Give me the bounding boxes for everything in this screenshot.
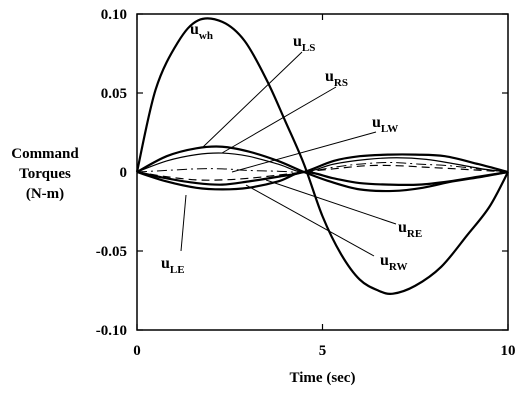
leader-line-u-ls [202, 51, 303, 148]
y-tick-label: -0.10 [96, 323, 127, 339]
y-tick-label: 0.05 [101, 86, 127, 102]
series-label-main: u [380, 252, 389, 269]
series-label-u-ls: uLS [293, 33, 315, 54]
y-axis-label: Command Torques (N-m) [11, 146, 79, 202]
leader-line-u-rw [245, 184, 375, 257]
y-tick-label: 0.10 [101, 7, 127, 23]
series-line-u-lw [136, 153, 509, 186]
series-label-u-le: uLE [161, 255, 185, 276]
y-tick-label: -0.05 [96, 244, 127, 260]
series-label-main: u [325, 68, 334, 85]
leader-line-u-le [180, 194, 187, 252]
series-label-main: u [190, 21, 199, 38]
series-label-sub: RE [407, 228, 422, 240]
series-label-u-wh: uwh [190, 21, 213, 42]
leader-line-u-rs [221, 86, 337, 154]
x-axis-label: Time (sec) [290, 370, 356, 386]
series-line-u-rw [136, 162, 509, 173]
axis-ticks [136, 13, 509, 331]
leader-lines [180, 51, 397, 257]
series-label-u-lw: uLW [372, 114, 398, 135]
series-label-main: u [372, 114, 381, 131]
series-label-u-re: uRE [398, 219, 422, 240]
leader-line-u-lw [231, 131, 377, 173]
plot-border [136, 13, 509, 331]
y-axis-label-line: (N-m) [26, 186, 64, 202]
series-label-sub: LE [170, 264, 185, 276]
series-label-main: u [161, 255, 170, 272]
x-tick-label: 5 [319, 343, 327, 359]
series-label-u-rs: uRS [325, 68, 348, 89]
series-label-sub: wh [199, 30, 213, 42]
series-label-sub: RS [334, 77, 348, 89]
series-label-main: u [293, 33, 302, 50]
series-label-sub: LW [381, 123, 398, 135]
y-axis-label-line: Command [11, 146, 79, 162]
series-label-sub: RW [389, 261, 408, 273]
series-label-sub: LS [302, 42, 315, 54]
y-tick-label: 0 [120, 165, 128, 181]
axis-text: 0 5 10 0.10 0.05 0 -0.05 -0.10 Time (sec) Command… [11, 7, 515, 386]
series-label-u-rw: uRW [380, 252, 407, 273]
series-line-u-le [136, 170, 509, 191]
x-tick-label: 10 [501, 343, 516, 359]
series-label-main: u [398, 219, 407, 236]
x-tick-label: 0 [133, 343, 141, 359]
series-lines [135, 17, 509, 295]
series-line-u-wh [135, 17, 509, 295]
plot-frame [136, 13, 509, 331]
leader-line-u-re [265, 179, 397, 225]
y-axis-label-line: Torques [19, 166, 71, 182]
series-line-u-rs [136, 152, 509, 173]
